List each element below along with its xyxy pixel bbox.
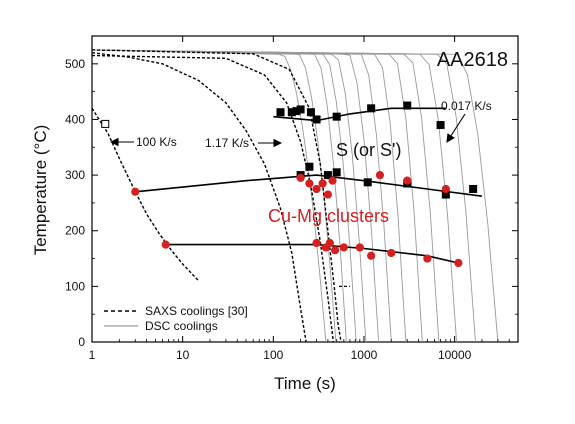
y-tick-label: 300 — [65, 168, 85, 182]
data-point-s-phase — [296, 105, 305, 114]
data-point-clusters — [312, 184, 321, 194]
x-tick-label: 10 — [176, 348, 190, 362]
data-point-clusters — [161, 240, 170, 249]
annotation-100: 100 K/s — [136, 135, 177, 149]
data-point-clusters — [328, 176, 337, 185]
data-point-clusters — [305, 179, 314, 188]
data-point-clusters — [339, 243, 348, 252]
saxs-cooling-curve — [91, 54, 335, 343]
data-point-s-phase — [469, 185, 478, 193]
data-point-clusters — [318, 179, 327, 188]
saxs-curves — [91, 49, 350, 343]
data-point-clusters — [454, 258, 463, 268]
legend: SAXS coolings [30] DSC coolings — [104, 304, 248, 333]
data-point-s-phase — [332, 168, 341, 177]
data-point-s-phase — [101, 119, 110, 128]
y-tick-label: 500 — [65, 57, 85, 71]
data-point-clusters — [312, 238, 321, 248]
annotation-0017-arrow — [446, 113, 466, 143]
data-point-s-phase — [363, 178, 372, 187]
annotation-117: 1.17 K/s — [205, 136, 249, 150]
legend-label-dsc: DSC coolings — [145, 319, 218, 333]
y-tick-label: 200 — [65, 224, 85, 238]
data-point-s-phase — [323, 171, 332, 180]
y-tick-label: 0 — [78, 335, 85, 349]
data-point-clusters — [403, 176, 412, 185]
data-point-s-phase — [332, 112, 341, 121]
x-tick-label: 1 — [89, 348, 96, 362]
x-tick-label: 1000 — [351, 348, 378, 362]
data-point-s-phase — [312, 115, 321, 124]
saxs-cooling-curve — [91, 49, 342, 343]
x-tick-label: 10000 — [438, 348, 472, 362]
data-point-clusters — [387, 248, 396, 258]
data-point-clusters — [330, 246, 340, 255]
annotation-clusters: Cu-Mg clusters — [268, 206, 389, 226]
x-axis-title: Time (s) — [274, 374, 336, 393]
data-point-clusters — [296, 173, 305, 182]
data-point-clusters — [367, 251, 376, 260]
data-point-clusters — [441, 184, 450, 194]
data-point-clusters — [325, 238, 334, 248]
dsc-cooling-curve — [91, 49, 499, 343]
data-point-clusters — [375, 170, 385, 180]
fit-line — [165, 243, 459, 264]
data-point-s-phase — [436, 121, 445, 130]
y-axis-title: Temperature (°C) — [31, 125, 50, 256]
y-tick-label: 100 — [65, 279, 85, 293]
data-point-clusters — [131, 187, 140, 196]
data-point-clusters — [355, 243, 364, 252]
legend-label-saxs: SAXS coolings [30] — [145, 304, 248, 318]
data-markers — [101, 101, 478, 268]
data-point-s-phase — [276, 108, 285, 117]
annotation-s-phase: S (or S') — [336, 140, 401, 160]
fit-line — [135, 174, 483, 197]
x-tick-label: 100 — [263, 348, 283, 362]
data-point-s-phase — [306, 108, 315, 117]
data-point-s-phase — [403, 101, 412, 110]
annotation-0017: 0.017 K/s — [441, 99, 492, 113]
data-point-clusters — [423, 254, 432, 263]
chart-title: AA2618 — [437, 49, 508, 71]
data-point-clusters — [323, 190, 332, 199]
axes: 1 10 100 1000 10000 0 100 200 300 400 500 — [65, 35, 519, 362]
data-point-s-phase — [367, 104, 376, 113]
y-tick-label: 400 — [65, 112, 85, 126]
saxs-cooling-curve — [91, 52, 307, 343]
data-point-s-phase — [305, 162, 314, 171]
